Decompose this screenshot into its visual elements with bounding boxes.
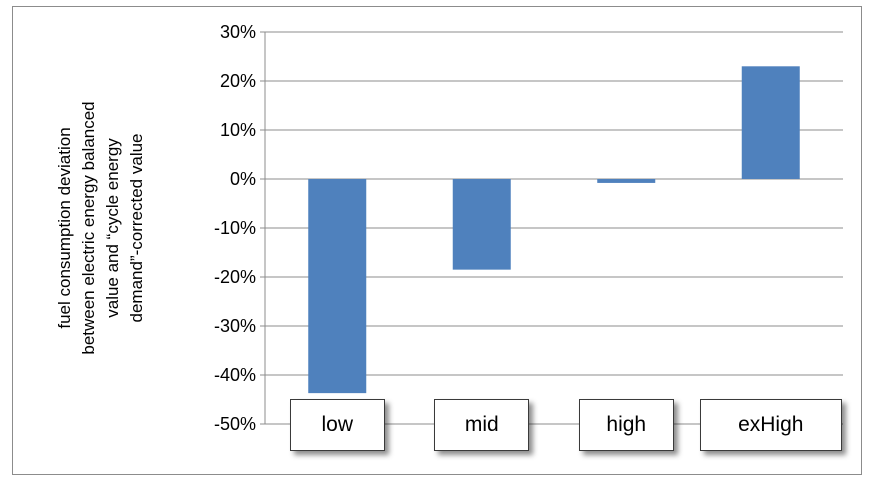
y-axis-label-line: fuel consumption deviation xyxy=(55,127,74,328)
y-axis-label: fuel consumption deviation between electr… xyxy=(55,101,146,354)
y-tick-labels: 30% 20% 10% 0% -10% -20% -30% -40% -50% xyxy=(214,22,256,434)
y-tick-label: -30% xyxy=(214,316,256,336)
y-tick-label: 30% xyxy=(220,22,256,42)
y-tick-label: -50% xyxy=(214,414,256,434)
y-tick-label: 20% xyxy=(220,71,256,91)
y-axis-label-line: demand”-corrected value xyxy=(127,134,146,323)
bar-mid xyxy=(452,179,511,270)
y-axis-label-line: between electric energy balanced xyxy=(79,101,98,354)
y-tick-label: -10% xyxy=(214,218,256,238)
y-tick-label: -40% xyxy=(214,365,256,385)
bar-exhigh xyxy=(741,66,800,179)
x-category-label-low: low xyxy=(289,399,385,451)
bar-high xyxy=(597,179,656,183)
chart-frame xyxy=(12,6,862,475)
x-category-label-high: high xyxy=(578,399,674,451)
y-tick-label: -20% xyxy=(214,267,256,287)
y-tick-label: 10% xyxy=(220,120,256,140)
x-category-label-mid: mid xyxy=(434,399,530,451)
bar-low xyxy=(308,179,367,394)
bars xyxy=(308,66,800,394)
y-axis-label-line: value and “cycle energy xyxy=(103,138,122,318)
x-category-label-exhigh: exHigh xyxy=(699,399,842,451)
y-tick-label: 0% xyxy=(230,169,256,189)
